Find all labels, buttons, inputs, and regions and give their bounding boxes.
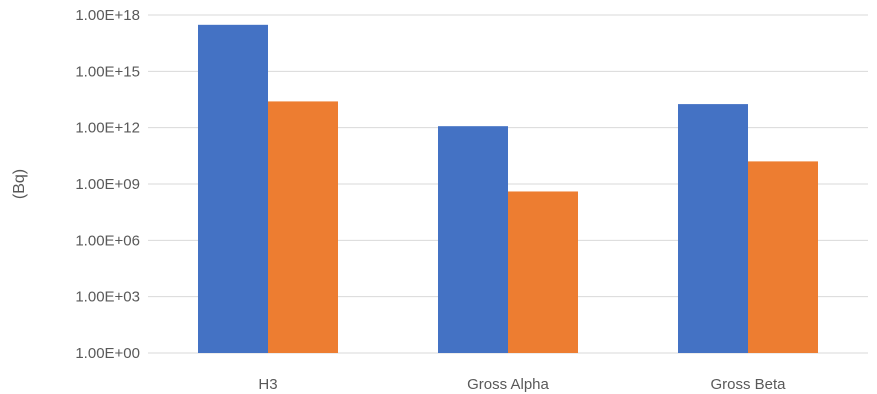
x-category-label: H3 <box>258 376 277 393</box>
bar-h3-series-1 <box>198 24 268 353</box>
y-tick-label: 1.00E+06 <box>75 232 140 249</box>
bar-h3-series-2 <box>268 101 338 353</box>
y-tick-label: 1.00E+18 <box>75 7 140 24</box>
y-axis-ticks: 1.00E+00 1.00E+03 1.00E+06 1.00E+09 1.00E+12… <box>75 7 140 362</box>
bar-gross-alpha-series-2 <box>508 191 578 353</box>
bar-gross-beta-series-2 <box>748 161 818 353</box>
y-tick-label: 1.00E+09 <box>75 176 140 193</box>
y-tick-label: 1.00E+03 <box>75 289 140 306</box>
y-tick-label: 1.00E+00 <box>75 345 140 362</box>
x-category-label: Gross Beta <box>710 376 786 393</box>
bars <box>198 24 818 354</box>
bar-gross-beta-series-1 <box>678 104 748 354</box>
y-axis-label: (Bq) <box>11 169 28 199</box>
y-tick-label: 1.00E+15 <box>75 63 140 80</box>
bar-gross-alpha-series-1 <box>438 126 508 354</box>
x-axis-categories: H3 Gross Alpha Gross Beta <box>258 376 786 393</box>
x-category-label: Gross Alpha <box>467 376 549 393</box>
y-tick-label: 1.00E+12 <box>75 120 140 137</box>
